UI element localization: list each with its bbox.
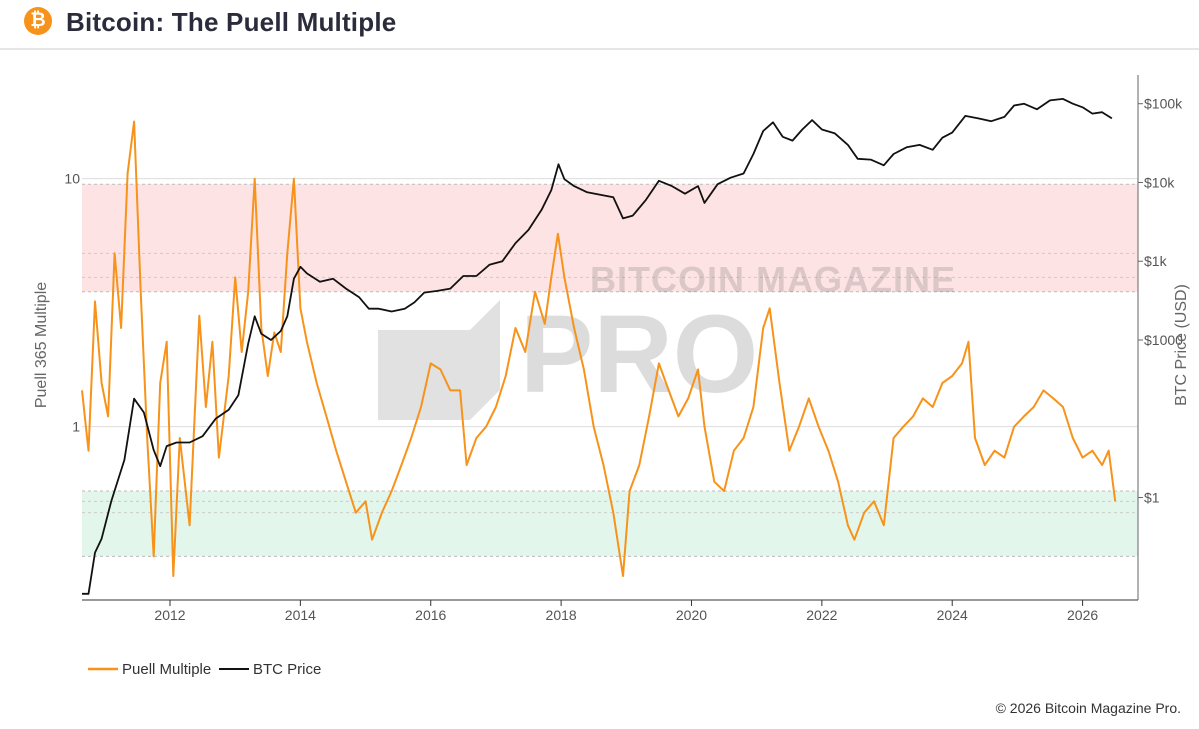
bitcoin-logo-icon: ₿ [24,7,52,35]
legend-entry-btc[interactable]: BTC Price [253,661,321,678]
y-right-tick-label: $1k [1144,253,1168,269]
x-tick-label: 2026 [1067,607,1098,623]
copyright-text: © 2026 Bitcoin Magazine Pro. [995,700,1181,716]
header: ₿ Bitcoin: The Puell Multiple [0,0,1199,50]
y-axis-right-label: BTC Price (USD) [1173,284,1190,406]
btc-price-series-line [82,98,1113,595]
legend-entry-puell[interactable]: Puell Multiple [122,661,211,678]
x-tick-label: 2018 [546,607,577,623]
chart-container: BITCOIN MAGAZINE PRO 2012 2014 2016 2018 202… [0,50,1199,724]
x-tick-label: 2022 [806,607,837,623]
x-tick-label: 2014 [285,607,316,623]
x-tick-label: 2016 [415,607,446,623]
watermark-top-text: BITCOIN MAGAZINE [590,259,956,300]
page-title: Bitcoin: The Puell Multiple [66,7,397,37]
y-left-tick-label: 1 [72,419,80,435]
x-tick-label: 2012 [154,607,185,623]
y-left-tick-label: 10 [64,171,80,187]
y-right-tick-label: $10k [1144,174,1175,190]
zone-green [82,491,1138,557]
y-axis-left-label: Puell 365 Multiple [33,282,50,408]
y-right-tick-label: $1 [1144,490,1160,506]
y-right-tick-label: $1000 [1144,332,1183,348]
watermark-bottom-text: PRO [520,293,758,416]
x-tick-label: 2024 [937,607,968,623]
puell-multiple-chart: BITCOIN MAGAZINE PRO 2012 2014 2016 2018 202… [33,75,1190,678]
chart-legend: Puell Multiple BTC Price [88,661,321,678]
x-tick-label: 2020 [676,607,707,623]
watermark-logo-icon [378,300,500,420]
puell-multiple-series-line [81,120,1117,577]
y-right-tick-label: $100k [1144,96,1183,112]
